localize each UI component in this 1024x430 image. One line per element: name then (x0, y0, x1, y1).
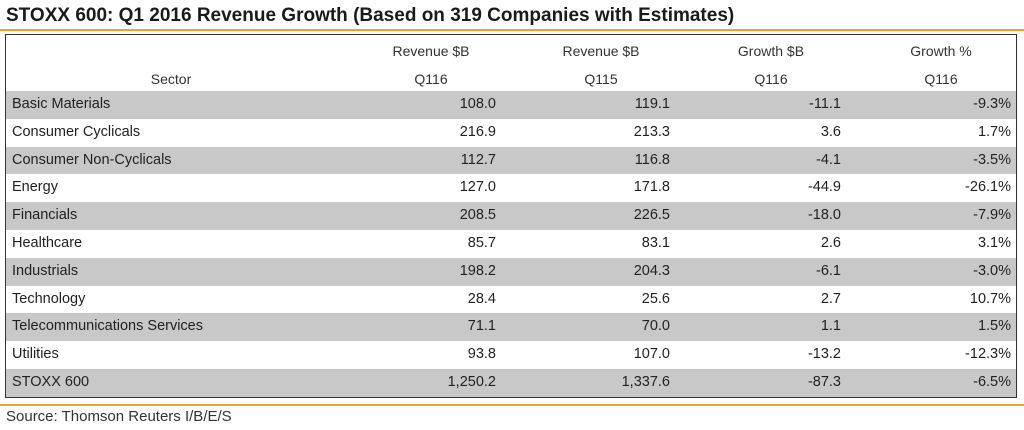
cell-revenue-q115: 83.1 (641, 235, 670, 251)
cell-revenue-q115: 70.0 (641, 318, 670, 335)
header-revenue-q116: Revenue $B Q116 (336, 35, 526, 91)
cell-growth-pct: 1.5% (977, 318, 1011, 335)
header-revenue-q115-line1: Revenue $B (562, 43, 640, 59)
cell-revenue-q115: 119.1 (634, 96, 670, 112)
table-row: Energy 127.0 171.8 -44.9 -26.1% (6, 174, 1016, 202)
header-revenue-q115-line2: Q115 (584, 71, 618, 87)
cell-sector: STOXX 600 (12, 374, 90, 390)
table-row: Consumer Cyclicals 216.9 213.3 3.6 1.7% (6, 119, 1016, 147)
header-growth-b-line1: Growth $B (737, 43, 805, 59)
cell-growth-b: 2.7 (820, 290, 841, 307)
cell-sector: Utilities (12, 346, 59, 363)
cell-sector: Financials (12, 207, 78, 224)
cell-revenue-q116: 1,250.2 (447, 374, 496, 390)
cell-revenue-q115: 204.3 (633, 262, 670, 279)
header-revenue-q115: Revenue $B Q115 (506, 35, 696, 91)
cell-growth-pct: -7.9% (973, 207, 1011, 224)
header-growth-pct: Growth % Q116 (846, 35, 1024, 91)
cell-growth-b: 3.6 (820, 123, 841, 140)
cell-growth-pct: -9.3% (973, 96, 1011, 112)
table-header: Sector Revenue $B Q116 Revenue $B Q115 G… (6, 35, 1016, 91)
cell-growth-pct: -12.3% (965, 346, 1011, 363)
cell-revenue-q116: 112.7 (460, 151, 496, 168)
header-revenue-q116-line1: Revenue $B (392, 43, 470, 59)
cell-sector: Basic Materials (12, 96, 111, 112)
chart-title: STOXX 600: Q1 2016 Revenue Growth (Based… (6, 5, 735, 26)
table-row: Industrials 198.2 204.3 -6.1 -3.0% (6, 257, 1016, 286)
table-row: Utilities 93.8 107.0 -13.2 -12.3% (6, 341, 1016, 369)
cell-sector: Technology (12, 290, 86, 307)
cell-growth-pct: 10.7% (969, 290, 1011, 307)
cell-growth-pct: -26.1% (965, 179, 1011, 196)
cell-growth-pct: -3.5% (973, 151, 1011, 168)
cell-revenue-q116: 93.8 (467, 346, 496, 363)
table-row: Telecommunications Services 71.1 70.0 1.1 1.… (6, 313, 1016, 342)
cell-revenue-q116: 216.9 (459, 123, 496, 140)
cell-growth-pct: 3.1% (977, 235, 1011, 251)
header-growth-b: Growth $B Q116 (676, 35, 866, 91)
cell-revenue-q116: 198.2 (459, 262, 496, 279)
cell-revenue-q115: 25.6 (641, 290, 670, 307)
table-row-total: STOXX 600 1,250.2 1,337.6 -87.3 -6.5% (6, 369, 1016, 397)
top-accent-rule (0, 29, 1024, 31)
cell-growth-b: -44.9 (807, 179, 841, 196)
header-growth-pct-line2: Q116 (924, 71, 958, 87)
table-row: Healthcare 85.7 83.1 2.6 3.1% (6, 230, 1016, 258)
cell-revenue-q116: 208.5 (459, 207, 496, 224)
source-note: Source: Thomson Reuters I/B/E/S (6, 408, 232, 425)
cell-revenue-q116: 28.4 (467, 290, 496, 307)
cell-revenue-q116: 85.7 (467, 235, 496, 251)
cell-growth-pct: 1.7% (977, 123, 1011, 140)
cell-sector: Telecommunications Services (12, 318, 203, 335)
header-revenue-q116-line2: Q116 (414, 71, 448, 87)
header-growth-pct-line1: Growth % (910, 43, 972, 59)
cell-growth-b: 2.6 (820, 235, 841, 251)
bottom-accent-rule (0, 404, 1024, 406)
table-row: Technology 28.4 25.6 2.7 10.7% (6, 286, 1016, 314)
cell-revenue-q115: 107.0 (633, 346, 670, 363)
cell-growth-b: -18.0 (807, 207, 841, 224)
table-row: Financials 208.5 226.5 -18.0 -7.9% (6, 202, 1016, 230)
cell-growth-b: -13.2 (807, 346, 841, 363)
cell-revenue-q115: 171.8 (633, 179, 670, 196)
data-table: Sector Revenue $B Q116 Revenue $B Q115 G… (5, 34, 1017, 398)
cell-sector: Consumer Cyclicals (12, 123, 141, 140)
cell-sector: Energy (12, 179, 58, 196)
cell-growth-b: -6.1 (816, 262, 841, 279)
cell-growth-pct: -3.0% (973, 262, 1011, 279)
header-sector-label: Sector (150, 71, 192, 87)
table-row: Basic Materials 108.0 119.1 -11.1 -9.3% (6, 91, 1016, 119)
cell-revenue-q116: 71.1 (467, 318, 496, 335)
cell-growth-b: -87.3 (807, 374, 841, 390)
cell-sector: Industrials (12, 262, 79, 279)
cell-revenue-q116: 108.0 (459, 96, 496, 112)
header-sector: Sector (6, 35, 336, 91)
cell-growth-b: -4.1 (816, 151, 841, 168)
cell-revenue-q116: 127.0 (459, 179, 496, 196)
cell-revenue-q115: 116.8 (634, 151, 670, 168)
cell-growth-b: 1.1 (820, 318, 841, 335)
cell-growth-b: -11.1 (809, 96, 841, 112)
cell-revenue-q115: 213.3 (633, 123, 670, 140)
table-row: Consumer Non-Cyclicals 112.7 116.8 -4.1 -3.5… (6, 146, 1016, 175)
cell-sector: Consumer Non-Cyclicals (12, 151, 172, 168)
cell-growth-pct: -6.5% (973, 374, 1011, 390)
header-growth-b-line2: Q116 (754, 71, 788, 87)
cell-revenue-q115: 1,337.6 (621, 374, 670, 390)
cell-sector: Healthcare (12, 235, 83, 251)
cell-revenue-q115: 226.5 (633, 207, 670, 224)
